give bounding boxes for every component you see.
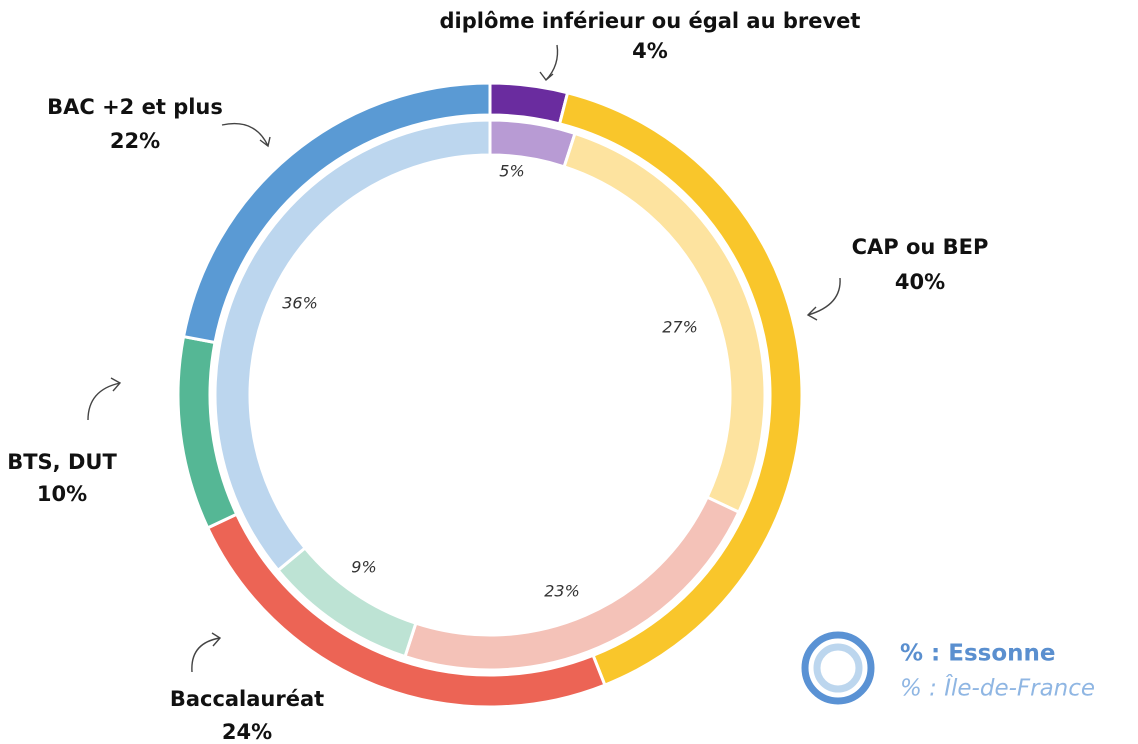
slice — [488, 118, 577, 169]
category-label: BTS, DUT — [7, 450, 117, 474]
category-label: CAP ou BEP — [852, 235, 989, 259]
legend-symbol — [813, 643, 863, 693]
category-label: diplôme inférieur ou égal au brevet — [440, 9, 861, 33]
value-label: 4% — [632, 39, 668, 63]
legend-entry: % : Essonne — [900, 641, 1056, 667]
legend-symbol — [801, 631, 875, 705]
arrow — [191, 632, 222, 673]
value-label: 22% — [110, 129, 160, 153]
value-label: 23% — [544, 582, 580, 601]
slice — [213, 118, 492, 573]
value-label: 9% — [351, 558, 376, 577]
legend-entry: % : Île-de-France — [900, 674, 1095, 702]
value-label: 5% — [499, 162, 524, 181]
arrow — [87, 377, 122, 421]
value-label: 40% — [895, 270, 945, 294]
value-label: 10% — [37, 482, 87, 506]
arrow — [539, 44, 559, 82]
category-label: Baccalauréat — [170, 687, 324, 711]
arrows — [87, 44, 841, 673]
arrow — [806, 277, 841, 321]
slice — [181, 81, 492, 345]
category-label: BAC +2 et plus — [47, 95, 223, 119]
value-label: 24% — [222, 720, 272, 744]
arrow — [221, 122, 271, 148]
value-label: 36% — [282, 294, 318, 313]
value-label: 27% — [662, 318, 698, 337]
slice — [488, 81, 570, 126]
